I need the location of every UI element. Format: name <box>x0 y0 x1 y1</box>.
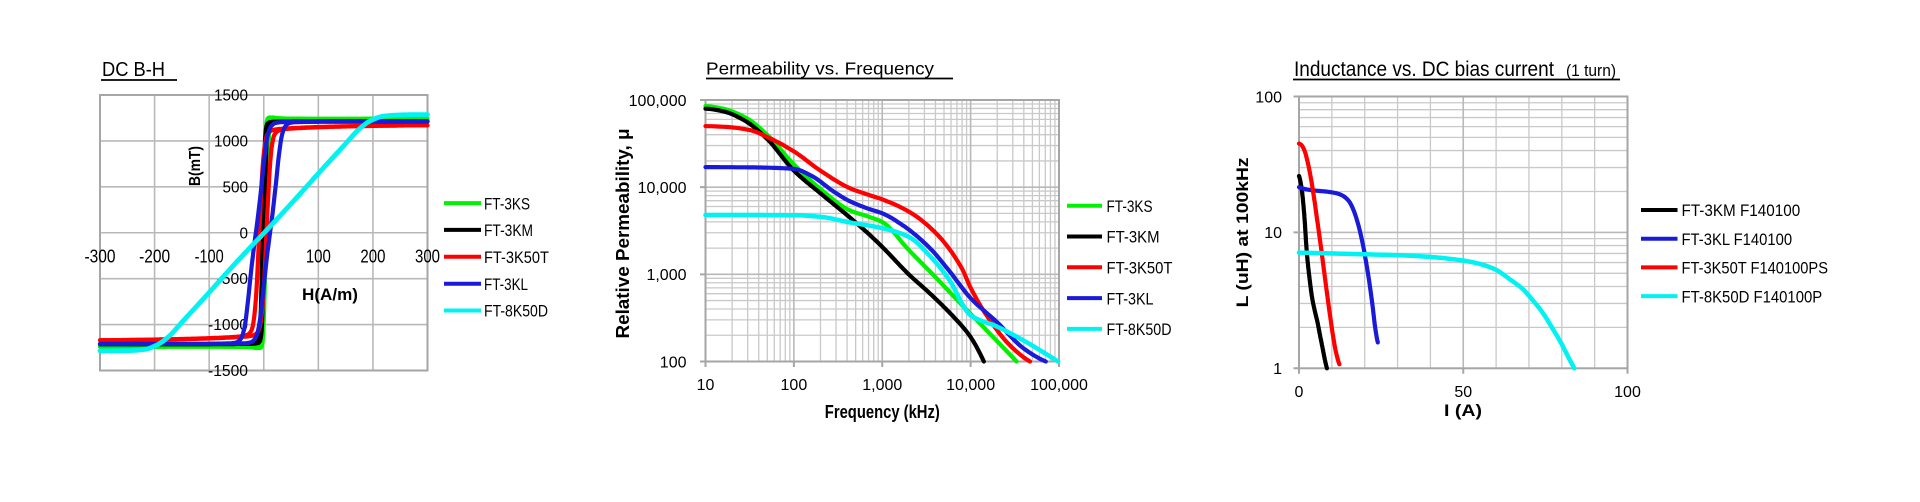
svg-text:FT-3KM: FT-3KM <box>484 221 533 240</box>
svg-text:100: 100 <box>1614 384 1641 401</box>
svg-text:FT-3K50T: FT-3K50T <box>484 248 549 267</box>
svg-text:FT-3KL: FT-3KL <box>484 275 528 294</box>
svg-text:FT-3KM F140100: FT-3KM F140100 <box>1682 201 1801 220</box>
svg-text:-200: -200 <box>139 246 170 266</box>
svg-text:0: 0 <box>1295 384 1304 401</box>
svg-text:1000: 1000 <box>214 133 248 150</box>
svg-text:100,000: 100,000 <box>629 93 687 110</box>
svg-text:200: 200 <box>360 246 385 266</box>
svg-text:FT-8K50D: FT-8K50D <box>484 302 548 321</box>
svg-text:-1500: -1500 <box>208 363 248 380</box>
svg-text:0: 0 <box>240 225 249 242</box>
svg-text:L (uH) at 100kHz: L (uH) at 100kHz <box>1233 157 1252 307</box>
svg-text:10: 10 <box>1264 225 1282 242</box>
svg-text:FT-3K50T F140100PS: FT-3K50T F140100PS <box>1682 259 1829 278</box>
svg-text:10: 10 <box>697 377 715 394</box>
svg-text:(1 turn): (1 turn) <box>1566 61 1616 80</box>
svg-text:100: 100 <box>306 246 331 266</box>
svg-text:FT-3KS: FT-3KS <box>1107 197 1153 216</box>
svg-text:10,000: 10,000 <box>638 180 687 197</box>
svg-text:DC B-H: DC B-H <box>102 59 165 81</box>
svg-text:FT-3KL: FT-3KL <box>1107 289 1154 308</box>
svg-text:FT-3KS: FT-3KS <box>484 194 530 213</box>
svg-text:100,000: 100,000 <box>1030 377 1088 394</box>
svg-text:50: 50 <box>1454 384 1472 401</box>
svg-text:FT-8K50D F140100P: FT-8K50D F140100P <box>1682 287 1823 306</box>
svg-text:FT-3KL F140100: FT-3KL F140100 <box>1682 230 1793 249</box>
svg-text:FT-8K50D: FT-8K50D <box>1107 320 1172 339</box>
svg-text:1500: 1500 <box>214 88 248 105</box>
svg-text:Permeability vs. Frequency: Permeability vs. Frequency <box>706 59 934 79</box>
svg-text:-100: -100 <box>195 246 224 266</box>
svg-text:I (A): I (A) <box>1444 401 1482 420</box>
svg-text:1,000: 1,000 <box>862 377 902 394</box>
svg-text:100: 100 <box>781 377 808 394</box>
svg-text:B(mT): B(mT) <box>187 146 204 186</box>
svg-text:10,000: 10,000 <box>946 377 995 394</box>
svg-text:Frequency (kHz): Frequency (kHz) <box>825 402 940 422</box>
svg-text:100: 100 <box>1255 89 1282 106</box>
svg-text:Inductance vs. DC bias current: Inductance vs. DC bias current <box>1294 58 1554 81</box>
svg-text:1,000: 1,000 <box>646 267 686 284</box>
svg-text:Relative Permeability, μ: Relative Permeability, μ <box>613 129 633 339</box>
svg-text:FT-3KM: FT-3KM <box>1107 228 1160 247</box>
svg-text:-1000: -1000 <box>208 317 248 334</box>
svg-text:100: 100 <box>660 354 687 371</box>
svg-text:H(A/m): H(A/m) <box>302 285 358 304</box>
svg-text:500: 500 <box>223 179 249 196</box>
svg-text:1: 1 <box>1273 361 1282 378</box>
svg-text:FT-3K50T: FT-3K50T <box>1107 259 1173 278</box>
svg-text:-300: -300 <box>85 246 116 266</box>
svg-text:300: 300 <box>415 246 440 266</box>
